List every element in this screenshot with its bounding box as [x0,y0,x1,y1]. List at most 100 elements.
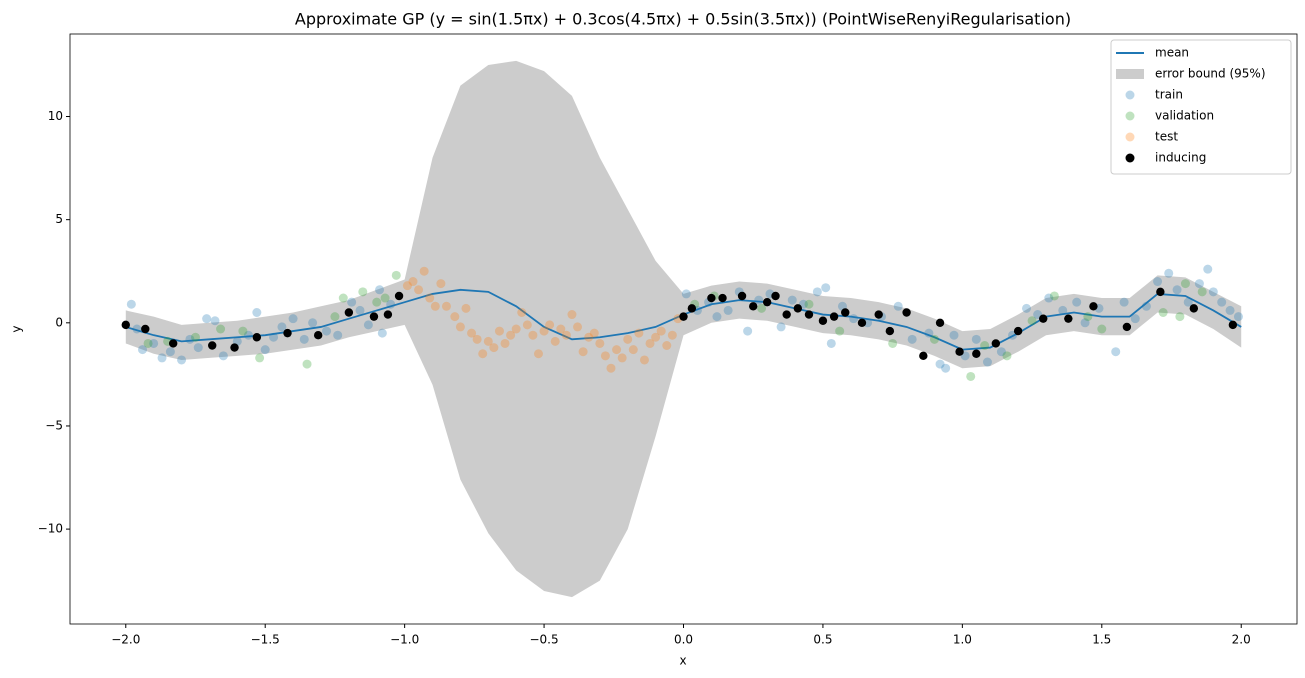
scatter-point [707,293,716,303]
scatter-point [966,371,976,381]
scatter-point [1039,314,1048,323]
x-tick-label: 1.5 [1092,633,1111,647]
scatter-point [1197,287,1207,297]
scatter-point [252,307,262,317]
scatter-point [1233,312,1243,322]
scatter-point [165,347,175,357]
scatter-point [1203,264,1213,274]
scatter-point [1180,279,1190,289]
scatter-point [667,330,677,340]
scatter-point [467,328,477,338]
scatter-point [971,334,981,344]
scatter-point [283,328,292,338]
scatter-point [991,339,1001,348]
legend-label: mean [1155,46,1189,60]
scatter-point [949,330,959,340]
legend-label: error bound (95%) [1155,67,1266,81]
scatter-point [425,293,435,303]
y-tick-label: −5 [45,418,63,432]
scatter-point [804,310,814,319]
x-tick-label: −2.0 [111,633,140,647]
scatter-point [1027,316,1037,326]
legend-marker [1125,153,1135,163]
scatter-point [679,312,688,321]
scatter-point [363,320,373,330]
scatter-point [941,363,951,373]
y-tick-label: 5 [55,212,63,226]
scatter-point [528,330,538,340]
scatter-point [600,351,610,361]
legend-label: train [1155,88,1183,102]
scatter-point [344,308,354,317]
scatter-point [935,359,945,369]
scatter-point [260,345,270,355]
scatter-point [1022,303,1032,313]
scatter-point [982,357,992,367]
scatter-point [818,316,828,325]
scatter-point [578,347,588,357]
legend-label: inducing [1155,151,1206,165]
scatter-point [408,277,418,287]
x-tick-label: 2.0 [1232,633,1251,647]
scatter-point [419,266,429,276]
scatter-point [1064,314,1073,323]
scatter-point [841,308,850,317]
scatter-point [723,305,733,315]
scatter-point [494,326,504,336]
scatter-point [369,312,379,321]
scatter-point [919,351,928,361]
scatter-point [1228,320,1238,330]
scatter-point [1153,277,1163,287]
scatter-point [143,338,153,348]
scatter-point [1208,287,1218,297]
scatter-point [1044,293,1054,303]
scatter-point [893,301,903,311]
scatter-point [322,326,332,336]
scatter-point [372,297,382,307]
scatter-point [651,332,661,342]
scatter-point [545,320,555,330]
scatter-point [1049,291,1059,301]
scatter-point [506,330,516,340]
scatter-point [533,349,543,359]
legend-marker [1125,132,1135,142]
scatter-point [202,314,212,324]
scatter-point [489,343,499,353]
scatter-point [782,310,791,319]
scatter-point [573,322,583,332]
scatter-point [277,322,287,332]
scatter-point [857,318,867,328]
scatter-point [1130,314,1140,324]
scatter-point [589,328,599,338]
scatter-point [208,341,217,350]
scatter-point [1217,297,1227,307]
scatter-point [383,310,393,319]
scatter-point [1141,301,1151,311]
scatter-point [793,304,803,313]
legend-label: test [1155,130,1178,144]
scatter-point [539,326,549,336]
legend-marker [1125,90,1135,100]
scatter-point [269,332,279,342]
scatter-point [138,345,148,355]
scatter-point [821,283,831,293]
scatter-point [835,326,845,336]
scatter-point [712,312,722,322]
scatter-point [394,291,404,301]
scatter-point [972,349,981,358]
x-axis-label: x [679,654,686,668]
scatter-point [935,318,945,328]
scatter-point [1122,322,1132,332]
x-tick-label: −0.5 [529,633,558,647]
scatter-point [193,343,203,353]
scatter-point [1158,307,1168,317]
scatter-point [243,330,253,340]
scatter-point [874,310,883,319]
scatter-point [1080,318,1090,328]
scatter-point [1175,312,1185,322]
legend-box [1110,39,1292,175]
x-tick-label: −1.5 [251,633,280,647]
scatter-point [888,338,898,348]
scatter-point [436,279,446,289]
scatter-point [1097,324,1107,334]
